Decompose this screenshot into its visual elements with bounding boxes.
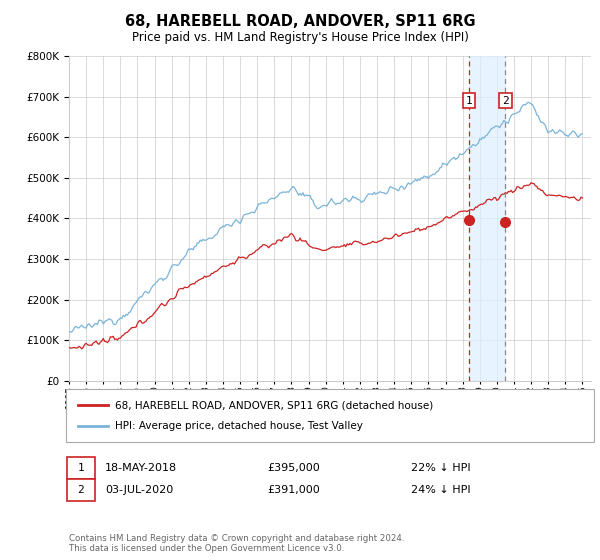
Text: 03-JUL-2020: 03-JUL-2020 [105, 485, 173, 495]
Text: 18-MAY-2018: 18-MAY-2018 [105, 463, 177, 473]
Text: 68, HAREBELL ROAD, ANDOVER, SP11 6RG (detached house): 68, HAREBELL ROAD, ANDOVER, SP11 6RG (de… [115, 400, 433, 410]
Text: £391,000: £391,000 [267, 485, 320, 495]
Bar [469, 56, 505, 381]
Text: Contains HM Land Registry data © Crown copyright and database right 2024.
This d: Contains HM Land Registry data © Crown c… [69, 534, 404, 553]
Text: Price paid vs. HM Land Registry's House Price Index (HPI): Price paid vs. HM Land Registry's House … [131, 31, 469, 44]
Text: 1: 1 [77, 463, 85, 473]
Text: HPI: Average price, detached house, Test Valley: HPI: Average price, detached house, Test… [115, 421, 363, 431]
Text: 68, HAREBELL ROAD, ANDOVER, SP11 6RG: 68, HAREBELL ROAD, ANDOVER, SP11 6RG [125, 14, 475, 29]
Text: 1: 1 [466, 96, 473, 106]
Text: 2: 2 [502, 96, 509, 106]
Text: 2: 2 [77, 485, 85, 495]
Text: 24% ↓ HPI: 24% ↓ HPI [411, 485, 470, 495]
Text: 22% ↓ HPI: 22% ↓ HPI [411, 463, 470, 473]
Text: £395,000: £395,000 [267, 463, 320, 473]
